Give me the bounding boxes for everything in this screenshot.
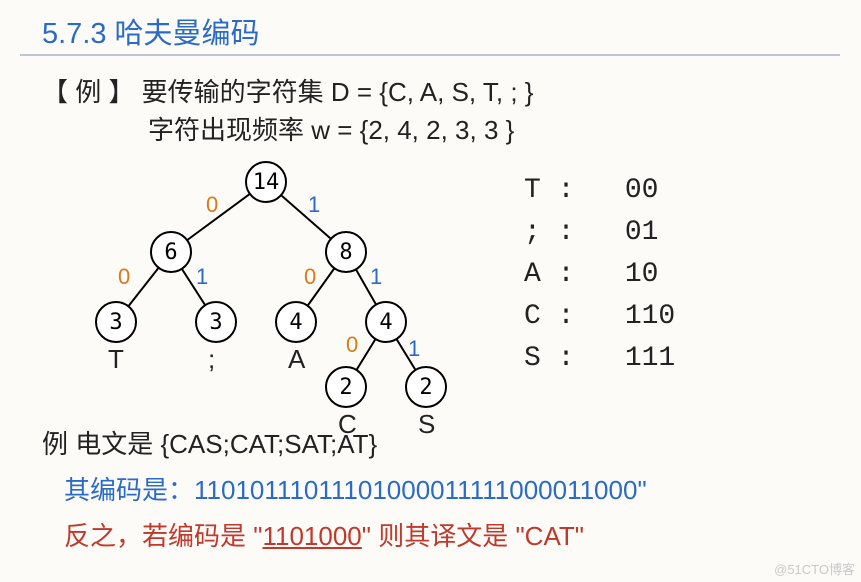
- code-row: C : 110: [524, 296, 675, 338]
- svg-text:3: 3: [109, 310, 122, 335]
- decoding-line: 反之，若编码是 "1101000" 则其译文是 "CAT": [64, 516, 584, 553]
- code-row: S : 111: [524, 338, 675, 380]
- edge-bit: 0: [304, 264, 316, 290]
- leaf-label: A: [288, 344, 305, 375]
- leaf-label: T: [108, 344, 124, 375]
- code-row: T : 00: [524, 170, 675, 212]
- svg-text:6: 6: [164, 240, 177, 265]
- example-line-2: 字符出现频率 w = {2, 4, 2, 3, 3 }: [148, 110, 514, 147]
- encoding-line: 其编码是：11010111011101000011111000011000": [64, 470, 647, 507]
- section-title: 5.7.3 哈夫曼编码: [42, 10, 260, 52]
- code-row: A : 10: [524, 254, 675, 296]
- leaf-label: S: [418, 409, 435, 440]
- edge-bit: 1: [370, 264, 382, 290]
- edge-bit: 0: [206, 192, 218, 218]
- example-line-1: 【 例 】 要传输的字符集 D = {C, A, S, T, ; }: [42, 72, 533, 109]
- svg-text:3: 3: [209, 310, 222, 335]
- svg-text:2: 2: [339, 375, 352, 400]
- code-row: ; : 01: [524, 212, 675, 254]
- svg-text:4: 4: [379, 310, 392, 335]
- svg-text:14: 14: [253, 170, 280, 195]
- decode-prefix: 反之，若编码是 ": [64, 521, 262, 551]
- watermark: @51CTO博客: [774, 559, 855, 578]
- edge-bit: 1: [408, 336, 420, 362]
- decode-code: 1101000: [262, 521, 361, 551]
- code-table: T : 00; : 01A : 10C : 110S : 111: [524, 170, 675, 380]
- divider: [20, 54, 840, 56]
- svg-text:2: 2: [419, 375, 432, 400]
- decode-suffix: " 则其译文是 "CAT": [362, 521, 584, 551]
- example-message: 例 电文是 {CAS;CAT;SAT;AT}: [42, 424, 377, 461]
- huffman-tree: 1468334422 01010101 T;ACS: [46, 152, 466, 412]
- tree-svg: 14 6 8 3 3 4 4 2 2: [46, 152, 466, 422]
- example-marker: 【 例 】: [42, 77, 134, 107]
- encoding-value: 11010111011101000011111000011000": [194, 475, 647, 505]
- encoding-label: 其编码是：: [64, 475, 194, 505]
- edge-bit: 1: [308, 192, 320, 218]
- svg-text:4: 4: [289, 310, 302, 335]
- svg-text:8: 8: [339, 240, 352, 265]
- edge-bit: 0: [346, 332, 358, 358]
- edge-bit: 0: [118, 264, 130, 290]
- charset-text: 要传输的字符集 D = {C, A, S, T, ; }: [134, 77, 533, 107]
- edge-bit: 1: [196, 264, 208, 290]
- leaf-label: ;: [208, 344, 215, 375]
